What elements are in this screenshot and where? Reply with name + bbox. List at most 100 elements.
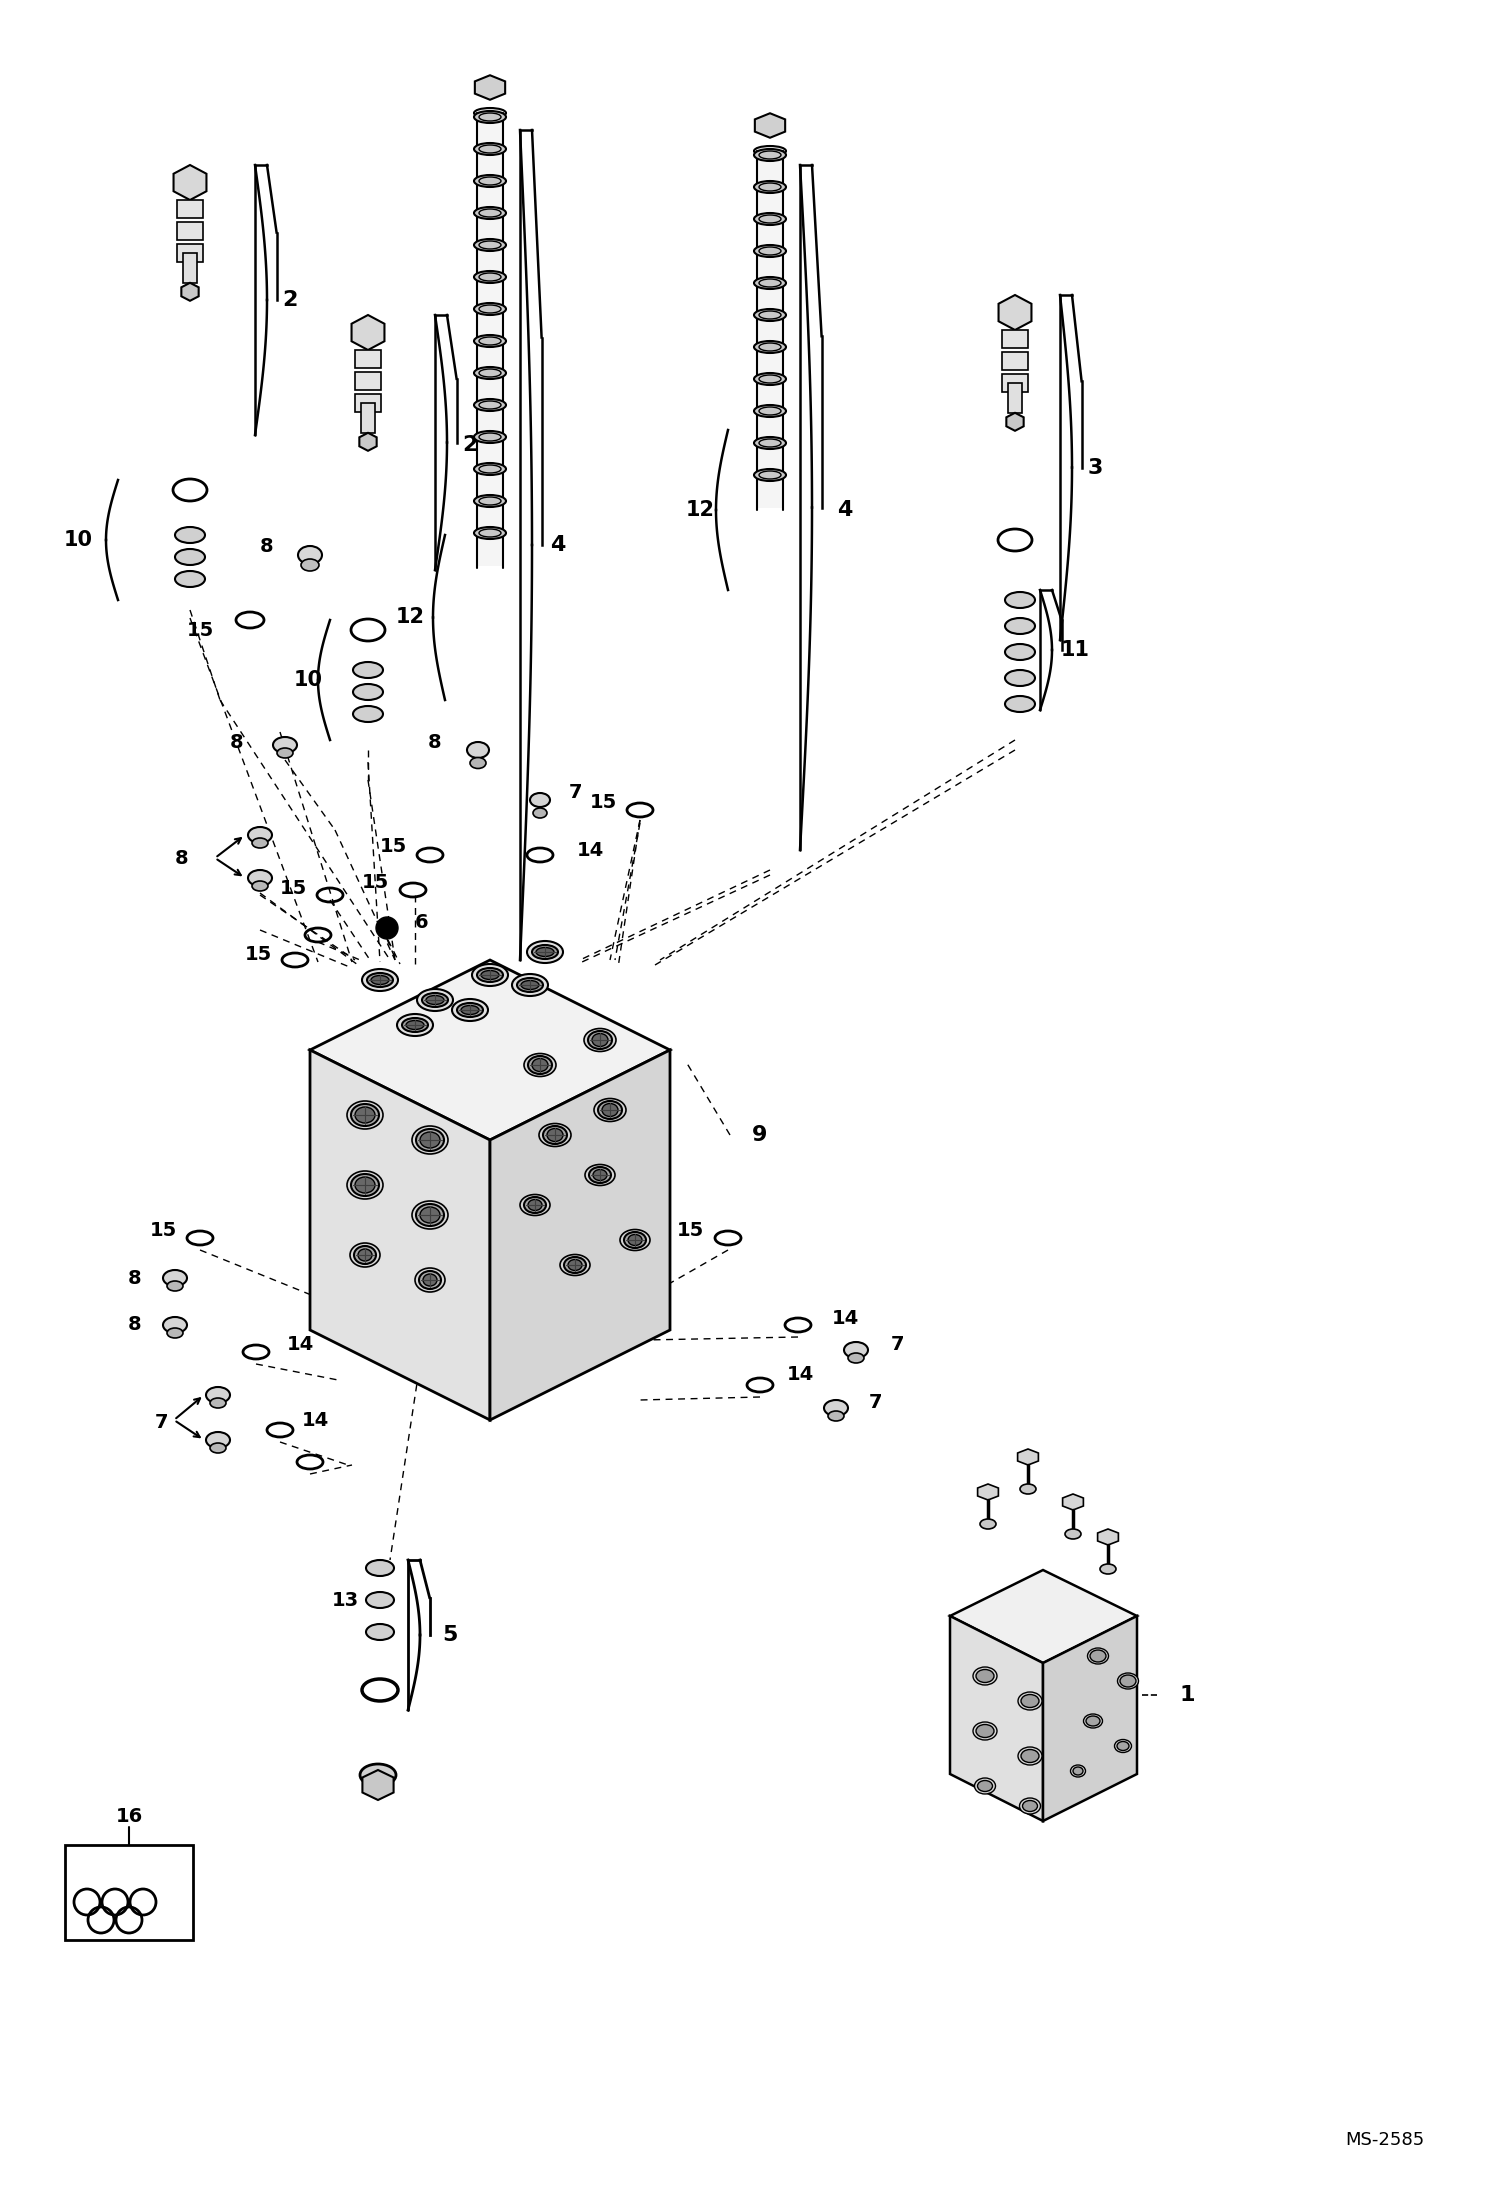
Ellipse shape <box>355 1178 374 1193</box>
Ellipse shape <box>524 1053 556 1077</box>
Ellipse shape <box>473 496 506 507</box>
Bar <box>355 351 380 368</box>
Ellipse shape <box>1065 1529 1082 1539</box>
Ellipse shape <box>210 1443 226 1454</box>
Ellipse shape <box>975 1779 996 1794</box>
Polygon shape <box>1043 1616 1137 1820</box>
Text: 4: 4 <box>837 500 852 520</box>
Ellipse shape <box>351 1173 379 1195</box>
Ellipse shape <box>533 807 547 818</box>
Polygon shape <box>755 114 785 138</box>
Bar <box>361 404 374 432</box>
Polygon shape <box>174 164 207 200</box>
Ellipse shape <box>473 107 506 118</box>
Ellipse shape <box>166 1281 183 1292</box>
Ellipse shape <box>595 1099 626 1121</box>
Ellipse shape <box>532 1059 548 1072</box>
Ellipse shape <box>828 1410 843 1421</box>
Polygon shape <box>363 1770 394 1800</box>
Ellipse shape <box>412 1125 448 1154</box>
Text: 8: 8 <box>231 732 244 752</box>
Text: 4: 4 <box>550 535 566 555</box>
Text: 15: 15 <box>379 836 406 855</box>
Ellipse shape <box>363 969 398 991</box>
Ellipse shape <box>473 432 506 443</box>
Bar <box>177 221 204 239</box>
Text: 7: 7 <box>156 1412 169 1432</box>
Ellipse shape <box>1005 592 1035 607</box>
Bar <box>183 252 198 283</box>
Ellipse shape <box>416 1204 443 1226</box>
Text: 12: 12 <box>395 607 424 627</box>
Text: 15: 15 <box>244 945 271 965</box>
Ellipse shape <box>517 978 542 991</box>
Ellipse shape <box>1100 1564 1116 1575</box>
Ellipse shape <box>536 947 554 956</box>
Ellipse shape <box>530 794 550 807</box>
Ellipse shape <box>163 1270 187 1285</box>
Ellipse shape <box>422 993 448 1007</box>
Ellipse shape <box>476 967 503 982</box>
Ellipse shape <box>416 989 452 1011</box>
Ellipse shape <box>210 1397 226 1408</box>
Ellipse shape <box>824 1399 848 1417</box>
Ellipse shape <box>397 1013 433 1035</box>
Text: 15: 15 <box>186 621 214 640</box>
Ellipse shape <box>301 559 319 570</box>
Ellipse shape <box>360 1763 395 1785</box>
Ellipse shape <box>980 1520 996 1529</box>
Polygon shape <box>352 316 385 351</box>
Ellipse shape <box>598 1101 622 1118</box>
Ellipse shape <box>452 1000 488 1022</box>
Text: 16: 16 <box>115 1807 142 1827</box>
Ellipse shape <box>252 882 268 890</box>
Ellipse shape <box>366 1592 394 1607</box>
Ellipse shape <box>527 1057 551 1075</box>
Polygon shape <box>1062 1493 1083 1511</box>
Ellipse shape <box>473 336 506 346</box>
Ellipse shape <box>524 1197 545 1213</box>
Bar <box>1002 375 1028 393</box>
Polygon shape <box>310 961 670 1140</box>
Ellipse shape <box>753 373 786 386</box>
Text: 8: 8 <box>428 732 442 752</box>
Circle shape <box>376 917 398 939</box>
Ellipse shape <box>415 1268 445 1292</box>
Ellipse shape <box>425 996 443 1004</box>
Ellipse shape <box>472 965 508 987</box>
Ellipse shape <box>175 548 205 566</box>
Ellipse shape <box>461 1007 479 1015</box>
Ellipse shape <box>532 945 557 958</box>
Text: 7: 7 <box>568 783 581 800</box>
Polygon shape <box>950 1570 1137 1662</box>
Text: 14: 14 <box>577 840 604 860</box>
Ellipse shape <box>473 399 506 410</box>
Ellipse shape <box>473 463 506 476</box>
Ellipse shape <box>249 871 273 886</box>
Ellipse shape <box>753 406 786 417</box>
Ellipse shape <box>473 272 506 283</box>
Text: 15: 15 <box>279 879 307 897</box>
Text: 8: 8 <box>261 537 274 557</box>
Ellipse shape <box>419 1272 440 1289</box>
Ellipse shape <box>207 1386 231 1404</box>
Ellipse shape <box>539 1123 571 1147</box>
Text: 2: 2 <box>463 434 478 454</box>
Ellipse shape <box>1005 645 1035 660</box>
Ellipse shape <box>1071 1765 1086 1776</box>
Bar <box>756 151 783 509</box>
Ellipse shape <box>412 1202 448 1228</box>
Ellipse shape <box>419 1206 440 1224</box>
Ellipse shape <box>977 1669 995 1682</box>
Ellipse shape <box>527 1200 542 1211</box>
Ellipse shape <box>593 1169 607 1180</box>
Ellipse shape <box>843 1342 867 1357</box>
Bar <box>177 243 204 261</box>
Text: MS-2585: MS-2585 <box>1345 2132 1425 2149</box>
Ellipse shape <box>1115 1739 1131 1752</box>
Polygon shape <box>978 1485 998 1500</box>
Ellipse shape <box>1023 1800 1038 1811</box>
Text: 12: 12 <box>686 500 715 520</box>
Ellipse shape <box>589 1167 611 1182</box>
Ellipse shape <box>401 1018 428 1033</box>
